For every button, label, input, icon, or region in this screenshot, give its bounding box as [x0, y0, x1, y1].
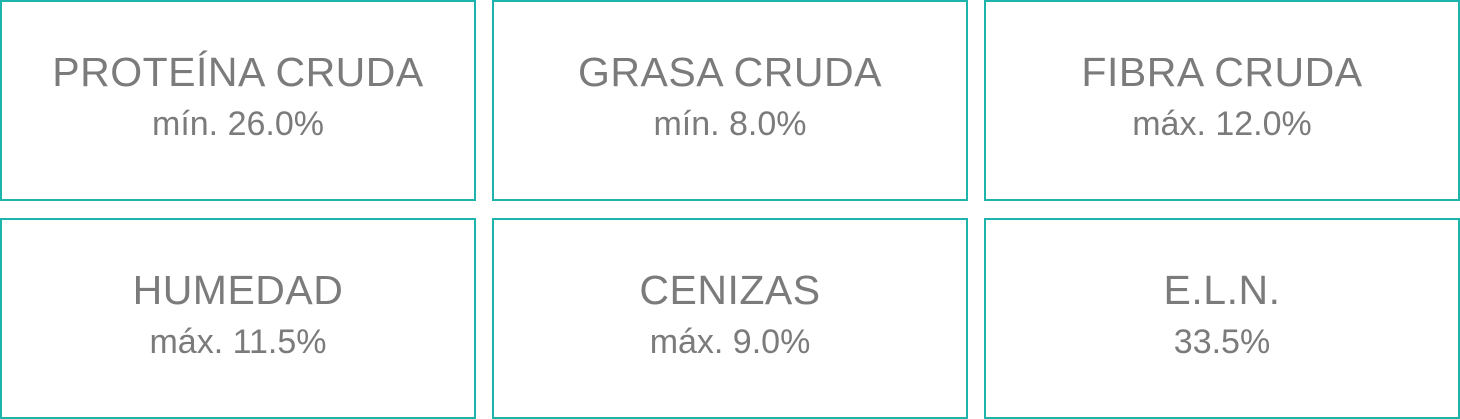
nutrient-box-fat: GRASA CRUDA mín. 8.0% — [492, 0, 968, 201]
nutrient-value: máx. 11.5% — [149, 323, 327, 361]
nutrient-box-fiber: FIBRA CRUDA máx. 12.0% — [984, 0, 1460, 201]
nutrient-box-eln: E.L.N. 33.5% — [984, 218, 1460, 419]
nutrient-box-protein: PROTEÍNA CRUDA mín. 26.0% — [0, 0, 476, 201]
nutrient-value: máx. 12.0% — [1132, 105, 1312, 143]
nutrient-value: máx. 9.0% — [649, 323, 811, 361]
nutrient-name: FIBRA CRUDA — [1081, 49, 1363, 95]
nutrient-box-moisture: HUMEDAD máx. 11.5% — [0, 218, 476, 419]
nutrient-name: GRASA CRUDA — [578, 49, 882, 95]
nutrient-value: mín. 8.0% — [653, 105, 807, 143]
nutrient-value: 33.5% — [1173, 323, 1271, 361]
nutrient-box-ash: CENIZAS máx. 9.0% — [492, 218, 968, 419]
nutrient-value: mín. 26.0% — [152, 105, 324, 143]
nutrient-name: HUMEDAD — [132, 267, 344, 313]
nutrient-name: PROTEÍNA CRUDA — [52, 49, 424, 95]
nutrient-name: E.L.N. — [1163, 267, 1281, 313]
nutrient-name: CENIZAS — [639, 267, 821, 313]
